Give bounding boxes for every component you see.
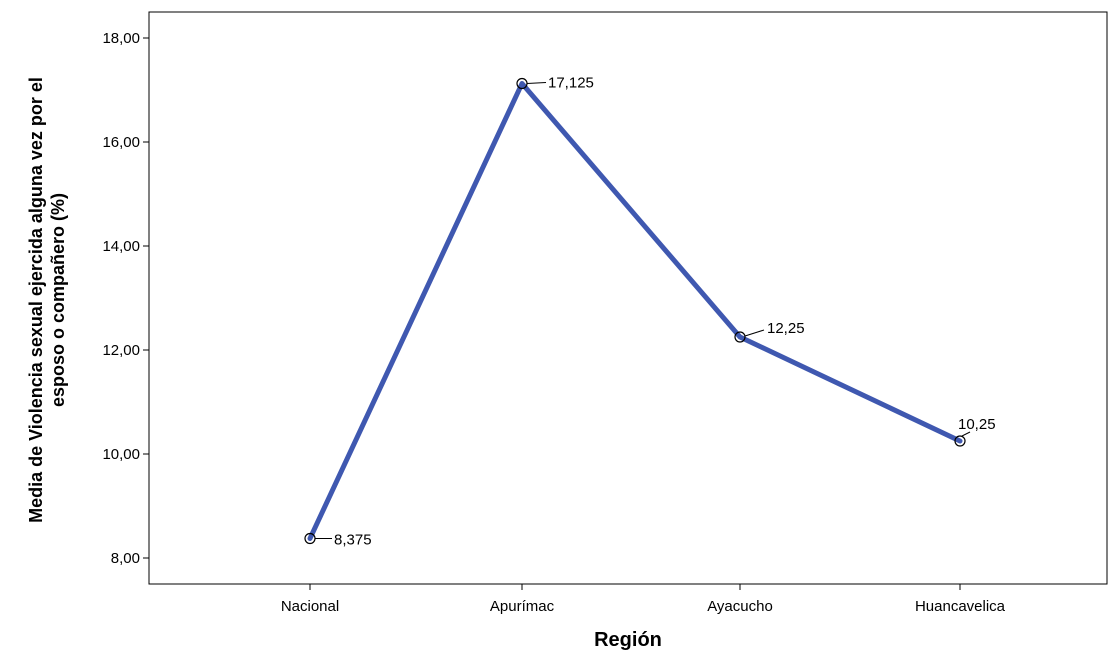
data-point-marker bbox=[954, 435, 966, 447]
y-axis-title-line2: esposo o compañero (%) bbox=[48, 193, 68, 407]
series-line bbox=[307, 81, 963, 541]
y-tick-label: 18,00 bbox=[102, 30, 140, 47]
y-tick-label: 10,00 bbox=[102, 446, 140, 463]
y-axis: 8,00 10,00 12,00 14,00 16,00 18,00 bbox=[102, 30, 149, 567]
plot-frame bbox=[148, 11, 1108, 585]
data-label-leader bbox=[961, 431, 971, 437]
y-tick-label: 8,00 bbox=[111, 550, 140, 567]
data-label: 17,125 bbox=[548, 75, 594, 92]
data-point-marker bbox=[734, 331, 746, 343]
x-tick-label: Apurímac bbox=[490, 598, 555, 615]
data-labels-group: 8,375 17,125 12,25 10,25 bbox=[315, 75, 996, 549]
data-label: 8,375 bbox=[334, 532, 372, 549]
x-tick-label: Ayacucho bbox=[707, 598, 773, 615]
x-tick-label: Nacional bbox=[281, 598, 339, 615]
data-label-leader bbox=[526, 82, 547, 84]
y-axis-title-group: Media de Violencia sexual ejercida algun… bbox=[26, 77, 68, 523]
y-axis-title-line1: Media de Violencia sexual ejercida algun… bbox=[26, 77, 46, 523]
series-line-group bbox=[304, 77, 966, 545]
data-label: 12,25 bbox=[767, 320, 805, 337]
data-label-leader bbox=[744, 329, 765, 337]
y-tick-label: 14,00 bbox=[102, 238, 140, 255]
x-axis-title: Región bbox=[594, 629, 662, 651]
data-label: 10,25 bbox=[958, 416, 996, 433]
x-tick-label: Huancavelica bbox=[915, 598, 1006, 615]
y-tick-label: 16,00 bbox=[102, 134, 140, 151]
x-axis: Nacional Apurímac Ayacucho Huancavelica bbox=[281, 584, 1006, 615]
y-tick-label: 12,00 bbox=[102, 342, 140, 359]
